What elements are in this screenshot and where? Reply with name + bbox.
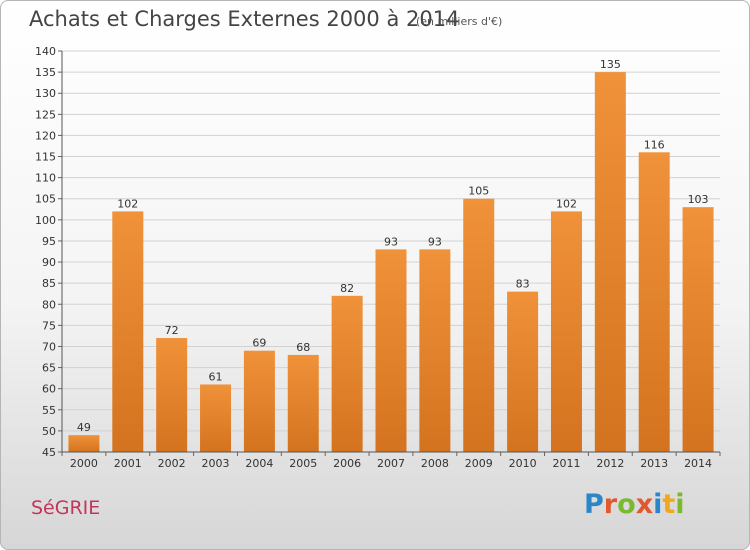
bar-2004 bbox=[243, 350, 275, 452]
logo-letter: i bbox=[653, 489, 663, 520]
logo-letter: r bbox=[603, 489, 618, 520]
bar-2006 bbox=[331, 295, 363, 452]
y-tick-label: 90 bbox=[42, 256, 56, 269]
y-tick-label: 55 bbox=[42, 404, 56, 417]
data-label-2004: 69 bbox=[252, 337, 266, 350]
x-tick-label-2008: 2008 bbox=[421, 457, 449, 470]
data-label-2011: 102 bbox=[556, 197, 577, 210]
y-tick-label: 70 bbox=[42, 340, 56, 353]
data-label-2012: 135 bbox=[600, 58, 621, 71]
y-tick-label: 60 bbox=[42, 383, 56, 396]
x-axis-ticks: 2000 2001 2002 2003 2004 2005 2006 2007 2008 2009… bbox=[61, 452, 721, 470]
logo-letter: P bbox=[584, 489, 604, 520]
y-tick-label: 105 bbox=[35, 193, 56, 206]
x-tick-label-2006: 2006 bbox=[333, 457, 361, 470]
y-tick-label: 120 bbox=[35, 129, 56, 142]
logo-letter: x bbox=[635, 489, 654, 520]
y-tick-label: 115 bbox=[35, 151, 56, 164]
chart-title: Achats et Charges Externes 2000 à 2014 bbox=[29, 7, 460, 31]
axes bbox=[61, 51, 720, 453]
data-label-2013: 116 bbox=[644, 138, 665, 151]
x-tick-label-2012: 2012 bbox=[596, 457, 624, 470]
bar-2010 bbox=[507, 291, 539, 452]
x-tick-label-2001: 2001 bbox=[114, 457, 142, 470]
y-tick-label: 80 bbox=[42, 298, 56, 311]
bar-2007 bbox=[375, 249, 407, 452]
data-label-2003: 61 bbox=[209, 370, 223, 383]
bar-2013 bbox=[638, 152, 670, 452]
x-tick-label-2004: 2004 bbox=[245, 457, 273, 470]
x-tick-label-2002: 2002 bbox=[158, 457, 186, 470]
bar-2014 bbox=[682, 207, 714, 452]
x-tick-label-2014: 2014 bbox=[684, 457, 712, 470]
data-labels: 49 102 72 61 69 68 82 93 93 105 83 102 135 116 103 bbox=[77, 58, 709, 434]
bars bbox=[68, 72, 714, 453]
x-tick-label-2010: 2010 bbox=[509, 457, 537, 470]
x-tick-label-2000: 2000 bbox=[70, 457, 98, 470]
y-tick-label: 110 bbox=[35, 172, 56, 185]
bar-2009 bbox=[463, 198, 495, 452]
chart-subtitle: (en milliers d'€) bbox=[416, 15, 503, 28]
bar-2008 bbox=[419, 249, 451, 452]
y-axis-ticks: 45 50 55 60 65 70 75 80 85 90 95 100 105 110 115 120 125… bbox=[35, 45, 62, 459]
place-name: SéGRIE bbox=[31, 497, 101, 519]
data-label-2009: 105 bbox=[468, 185, 489, 198]
bar-2011 bbox=[550, 211, 582, 452]
logo-letter: t bbox=[662, 489, 676, 520]
data-label-2014: 103 bbox=[688, 193, 709, 206]
logo-letter: i bbox=[675, 489, 685, 520]
bar-2002 bbox=[156, 338, 188, 452]
data-label-2006: 82 bbox=[340, 282, 354, 295]
y-tick-label: 130 bbox=[35, 87, 56, 100]
y-tick-label: 140 bbox=[35, 45, 56, 58]
logo-letter: o bbox=[617, 489, 636, 520]
data-label-2005: 68 bbox=[296, 341, 310, 354]
y-tick-label: 100 bbox=[35, 214, 56, 227]
y-tick-label: 50 bbox=[42, 425, 56, 438]
bar-2001 bbox=[112, 211, 144, 452]
bar-2012 bbox=[594, 72, 626, 453]
y-tick-label: 125 bbox=[35, 108, 56, 121]
bar-2003 bbox=[200, 384, 232, 452]
x-tick-label-2013: 2013 bbox=[640, 457, 668, 470]
x-tick-label-2009: 2009 bbox=[465, 457, 493, 470]
y-tick-label: 75 bbox=[42, 319, 56, 332]
proxiti-logo: Proxiti bbox=[584, 489, 685, 520]
y-tick-label: 95 bbox=[42, 235, 56, 248]
data-label-2000: 49 bbox=[77, 421, 91, 434]
y-tick-label: 85 bbox=[42, 277, 56, 290]
y-tick-label: 65 bbox=[42, 362, 56, 375]
data-label-2007: 93 bbox=[384, 235, 398, 248]
y-tick-label: 45 bbox=[42, 446, 56, 459]
x-tick-label-2007: 2007 bbox=[377, 457, 405, 470]
data-label-2002: 72 bbox=[165, 324, 179, 337]
bar-2000 bbox=[68, 435, 100, 452]
data-label-2010: 83 bbox=[516, 278, 530, 291]
data-label-2001: 102 bbox=[117, 197, 138, 210]
x-tick-label-2003: 2003 bbox=[202, 457, 230, 470]
bar-2005 bbox=[287, 354, 319, 452]
x-tick-label-2011: 2011 bbox=[552, 457, 580, 470]
x-tick-label-2005: 2005 bbox=[289, 457, 317, 470]
data-label-2008: 93 bbox=[428, 235, 442, 248]
y-tick-label: 135 bbox=[35, 66, 56, 79]
